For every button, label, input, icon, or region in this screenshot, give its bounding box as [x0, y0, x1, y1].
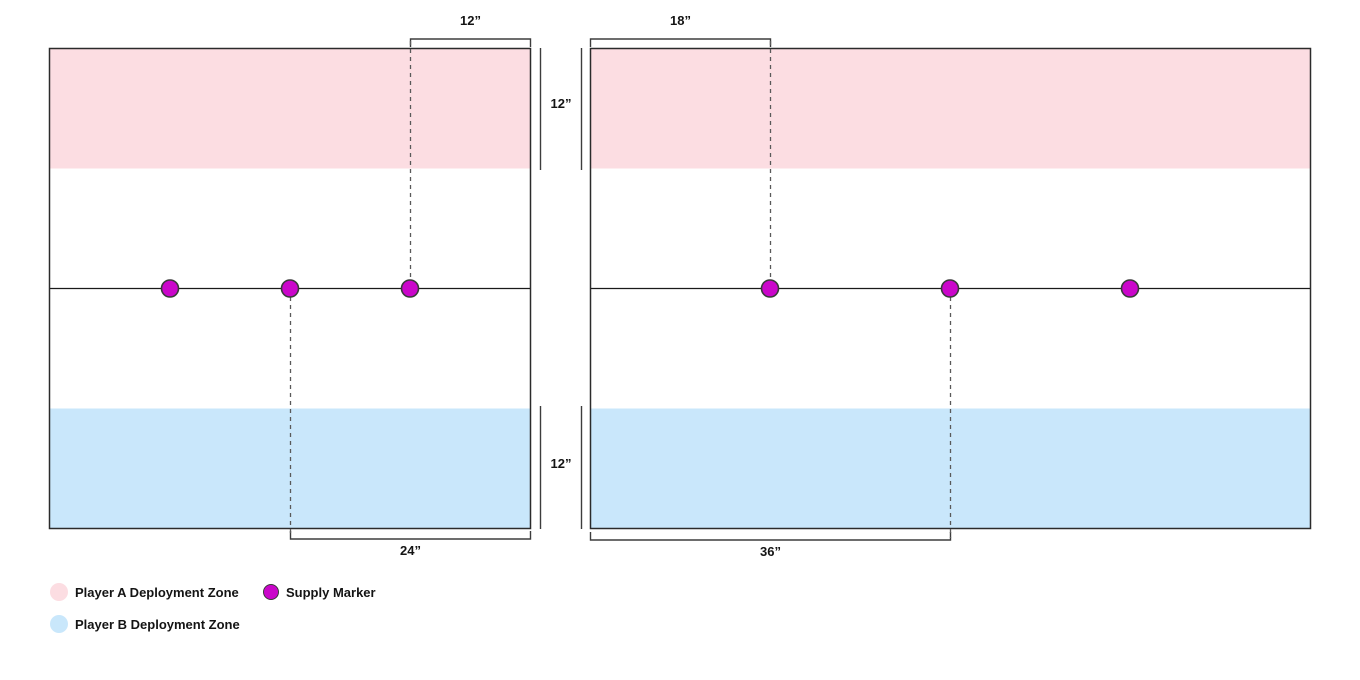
right-board-outline [589, 47, 1312, 530]
player-a-zone-right-board [590, 48, 1311, 169]
dimension-label-bottom-left: 24” [400, 543, 421, 558]
supply-marker [160, 279, 180, 298]
player-a-zone-left-board [49, 48, 531, 169]
supply-marker [400, 279, 420, 298]
dimension-bracket-bottom-left-board [289, 531, 532, 540]
dimension-bracket-top-right-board [589, 38, 772, 47]
supply-marker [760, 279, 780, 298]
dimension-label-top-right: 18” [670, 13, 691, 28]
supply-marker [280, 279, 300, 298]
dimension-bracket-top-left-board [409, 38, 532, 47]
dimension-label-zone-depth-top: 12” [550, 96, 572, 111]
dimension-label-zone-depth-bottom: 12” [550, 456, 572, 471]
dimension-bracket-bottom-right-board [589, 532, 952, 541]
dimension-label-top-left: 12” [460, 13, 481, 28]
dimension-lines-zone-depth-top [539, 48, 583, 170]
supply-marker [940, 279, 960, 298]
dimension-lines-zone-depth-bottom [539, 406, 583, 529]
supply-marker [1120, 279, 1140, 298]
dimension-label-bottom-right: 36” [760, 544, 781, 559]
left-board-outline [48, 47, 532, 530]
